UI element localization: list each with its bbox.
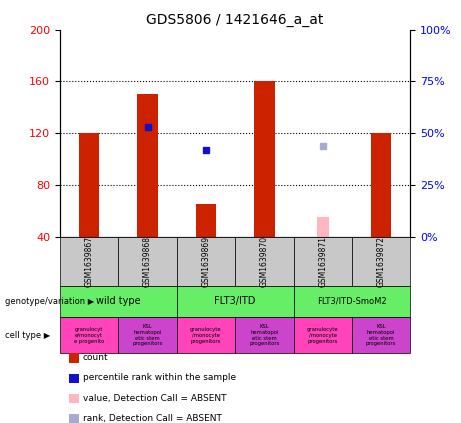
Bar (294, 286, 410, 317)
Text: GSM1639867: GSM1639867 (85, 236, 94, 287)
Bar (294, 237, 352, 286)
Bar (371, 133, 391, 237)
Text: granulocyt
e/monocyt
e progenito: granulocyt e/monocyt e progenito (74, 327, 104, 343)
Bar (294, 317, 352, 353)
Text: percentile rank within the sample: percentile rank within the sample (83, 373, 236, 382)
Text: granulocyte
/monocyte
progenitors: granulocyte /monocyte progenitors (190, 327, 222, 343)
Bar (60, 317, 118, 353)
Bar (79, 133, 100, 237)
Bar (254, 81, 275, 237)
Bar (352, 237, 410, 286)
Bar (352, 317, 410, 353)
Text: GSM1639870: GSM1639870 (260, 236, 269, 287)
Bar (195, 204, 216, 237)
Bar (177, 317, 235, 353)
Bar (60, 237, 118, 286)
Text: granulocyte
/monocyte
progenitors: granulocyte /monocyte progenitors (307, 327, 338, 343)
Text: KSL
hematopoi
etic stem
progenitors: KSL hematopoi etic stem progenitors (132, 324, 163, 346)
Text: FLT3/ITD: FLT3/ITD (214, 297, 256, 306)
Text: FLT3/ITD-SmoM2: FLT3/ITD-SmoM2 (317, 297, 387, 306)
Bar (235, 237, 294, 286)
Text: GSM1639868: GSM1639868 (143, 236, 152, 287)
Bar (118, 317, 177, 353)
Bar (235, 317, 294, 353)
Text: GSM1639872: GSM1639872 (377, 236, 385, 287)
Text: KSL
hematopoi
etic stem
progenitors: KSL hematopoi etic stem progenitors (249, 324, 279, 346)
Text: value, Detection Call = ABSENT: value, Detection Call = ABSENT (83, 393, 226, 403)
Bar (177, 286, 294, 317)
Text: wild type: wild type (96, 297, 141, 306)
Bar (137, 94, 158, 237)
Text: genotype/variation ▶: genotype/variation ▶ (5, 297, 94, 306)
Bar (177, 237, 235, 286)
Bar (317, 217, 329, 237)
Title: GDS5806 / 1421646_a_at: GDS5806 / 1421646_a_at (147, 13, 324, 27)
Text: cell type ▶: cell type ▶ (5, 331, 50, 340)
Text: count: count (83, 353, 109, 362)
Bar (60, 286, 177, 317)
Bar (118, 237, 177, 286)
Text: KSL
hematopoi
etic stem
progenitors: KSL hematopoi etic stem progenitors (366, 324, 396, 346)
Text: rank, Detection Call = ABSENT: rank, Detection Call = ABSENT (83, 414, 222, 423)
Text: GSM1639869: GSM1639869 (201, 236, 210, 287)
Text: GSM1639871: GSM1639871 (318, 236, 327, 287)
